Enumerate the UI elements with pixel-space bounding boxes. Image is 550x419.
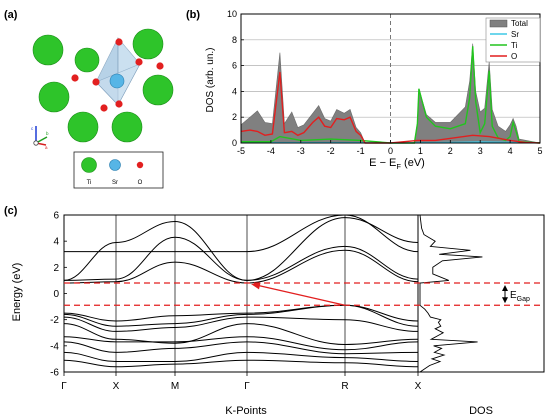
- band-line: [63, 323, 419, 346]
- panel-b-label: (b): [186, 9, 200, 21]
- kpoint-label: X: [113, 381, 120, 392]
- dos-ylabel: DOS (arb. un.): [205, 47, 216, 112]
- band-ticks: Γ X M Γ R X 6 4 2 0 -2 -4 -6: [50, 211, 422, 393]
- side-dos-curve: [419, 214, 483, 373]
- kpoint-label: X: [415, 381, 422, 392]
- o-atom: [156, 62, 164, 70]
- o-atom: [115, 38, 123, 46]
- legend-sr-label: Sr: [112, 180, 118, 186]
- energy-tick-label: -2: [50, 315, 59, 326]
- band-structure-plot: Γ X M Γ R X 6 4 2 0 -2 -4 -6: [50, 211, 422, 393]
- dos-xtick-label: 2: [448, 146, 453, 156]
- o-atom: [92, 78, 100, 86]
- dos-ytick-label: 0: [232, 138, 237, 148]
- legend-ti-label: Ti: [87, 180, 92, 186]
- bands-ylabel: Energy (eV): [11, 263, 23, 322]
- indirect-gap-arrow: [251, 282, 346, 306]
- gap-lines: [64, 282, 544, 306]
- ti-atom: [111, 111, 143, 143]
- dos-ytick-label: 10: [227, 9, 237, 19]
- axis-letter-c: c: [31, 126, 34, 131]
- energy-tick-label: -6: [50, 368, 59, 379]
- panel-c-label: (c): [4, 205, 18, 217]
- dos-xlabel: E − EF (eV): [369, 157, 425, 171]
- dos-xtick-label: 5: [537, 146, 542, 156]
- structure-legend: Ti Sr O: [73, 151, 164, 189]
- energy-tick-label: 2: [53, 263, 59, 274]
- dos-xtick-label: 0: [388, 146, 393, 156]
- dos-xtick-label: -2: [327, 146, 335, 156]
- legend-total: Total: [511, 19, 528, 28]
- band-line: [64, 214, 419, 253]
- dos-ytick-label: 6: [232, 61, 237, 71]
- side-dos-plot: [417, 214, 545, 373]
- gap-annotation: EGap: [502, 285, 530, 304]
- band-lines: [63, 214, 419, 368]
- o-atom: [135, 58, 143, 66]
- ti-atom: [32, 34, 64, 66]
- energy-tick-label: 6: [53, 211, 59, 222]
- ti-atom: [132, 28, 164, 60]
- kpoint-label: M: [171, 381, 179, 392]
- ti-atom: [74, 47, 100, 73]
- band-line: [63, 304, 419, 322]
- dos-xtick-label: -1: [357, 146, 365, 156]
- dos-ytick-label: 8: [232, 35, 237, 45]
- dos-ytick-label: 4: [232, 86, 237, 96]
- band-line: [63, 217, 419, 281]
- ti-atom: [38, 81, 70, 113]
- dos-xtick-label: -5: [237, 146, 245, 156]
- dos-xtick-label: 3: [478, 146, 483, 156]
- gap-label: EGap: [510, 290, 530, 303]
- energy-tick-label: -4: [50, 341, 59, 352]
- axis-triad: c b a: [31, 126, 49, 150]
- dos-xtick-label: 4: [508, 146, 513, 156]
- o-atom: [115, 100, 123, 108]
- dos-xtick-label: 1: [418, 146, 423, 156]
- dos-panel-xlabel: DOS: [469, 405, 493, 417]
- panel-a-label: (a): [4, 9, 18, 21]
- crystal-structure: [32, 28, 174, 143]
- legend-sr: Sr: [511, 30, 519, 39]
- dos-xtick-label: -4: [267, 146, 275, 156]
- dos-legend: Total Sr Ti O: [485, 17, 541, 63]
- band-line: [63, 236, 419, 281]
- band-line: [63, 304, 419, 327]
- legend-o-label: O: [138, 180, 143, 186]
- energy-tick-label: 0: [53, 289, 59, 300]
- legend-total-swatch: [489, 19, 508, 28]
- ti-atom: [142, 74, 174, 106]
- dos-plot: -5 -4 -3 -2 -1 0 1 2 3 4 5 0 2 4 6 8 10: [227, 9, 543, 156]
- dos-ytick-label: 2: [232, 112, 237, 122]
- kpoint-label: R: [341, 381, 348, 392]
- legend-ti: Ti: [511, 41, 518, 50]
- bands-xlabel: K-Points: [225, 405, 267, 417]
- high-symmetry-lines: [115, 215, 346, 372]
- dos-series-o: [240, 71, 541, 144]
- dos-series-ti: [241, 46, 541, 144]
- kpoint-label: Γ: [61, 381, 67, 392]
- o-atom: [100, 104, 108, 112]
- o-atom: [71, 74, 79, 82]
- side-dos-frame: [417, 214, 545, 373]
- kpoint-label: Γ: [244, 381, 250, 392]
- sr-atom: [109, 73, 125, 89]
- legend-o: O: [511, 52, 517, 61]
- axis-letter-a: a: [45, 145, 48, 150]
- axis-letter-b: b: [46, 131, 49, 136]
- band-line: [63, 249, 419, 284]
- energy-tick-label: 4: [53, 237, 59, 248]
- dos-ticks: -5 -4 -3 -2 -1 0 1 2 3 4 5 0 2 4 6 8 10: [227, 9, 543, 156]
- dos-xtick-label: -3: [297, 146, 305, 156]
- ti-atom: [67, 111, 99, 143]
